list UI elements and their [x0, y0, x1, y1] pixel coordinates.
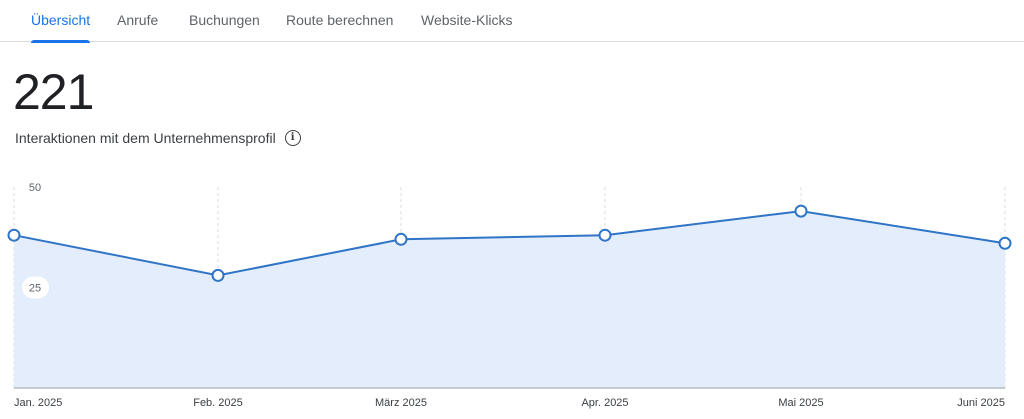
x-tick-label: Mai 2025 — [778, 397, 823, 409]
tab-website-clicks-label: Website-Klicks — [421, 12, 513, 28]
tab-bookings-label: Buchungen — [189, 12, 260, 28]
data-point[interactable] — [598, 228, 612, 242]
active-tab-indicator — [31, 40, 91, 43]
tab-overview[interactable]: Übersicht — [31, 0, 91, 43]
tab-directions-label: Route berechnen — [286, 12, 394, 28]
y-tick-label: 50 — [29, 182, 41, 194]
area-fill — [14, 211, 1005, 388]
x-tick-label: März 2025 — [375, 397, 427, 409]
interactions-chart: 25 50 Jan. 2025 Feb. 2025 März 2025 Apr. 2025… — [7, 182, 1012, 409]
tab-bookings[interactable]: Buchungen — [189, 0, 260, 42]
data-point[interactable] — [7, 228, 21, 242]
y-tick-label: 25 — [29, 283, 41, 295]
x-tick-label: Jan. 2025 — [14, 397, 62, 409]
data-point[interactable] — [998, 236, 1012, 250]
tab-directions[interactable]: Route berechnen — [286, 0, 393, 42]
tab-bar: Übersicht Anrufe Buchungen Route berechn… — [0, 0, 1024, 43]
x-tick-label: Juni 2025 — [957, 397, 1005, 409]
interactions-total: 221 — [13, 64, 94, 120]
tab-overview-label: Übersicht — [31, 12, 91, 28]
data-point[interactable] — [794, 204, 808, 218]
y-tick-bg — [22, 276, 49, 299]
x-tick-label: Feb. 2025 — [193, 397, 243, 409]
interactions-label: Interaktionen mit dem Unternehmensprofil — [15, 130, 276, 146]
interactions-label-row: Interaktionen mit dem Unternehmensprofil… — [15, 128, 301, 148]
info-icon[interactable]: i — [284, 130, 301, 146]
x-tick-label: Apr. 2025 — [581, 397, 628, 409]
series-line — [13, 210, 1006, 277]
tab-calls-label: Anrufe — [117, 12, 159, 28]
tab-website-clicks[interactable]: Website-Klicks — [421, 0, 513, 42]
tab-calls[interactable]: Anrufe — [117, 0, 158, 42]
data-point[interactable] — [394, 232, 408, 246]
data-point[interactable] — [211, 268, 225, 282]
